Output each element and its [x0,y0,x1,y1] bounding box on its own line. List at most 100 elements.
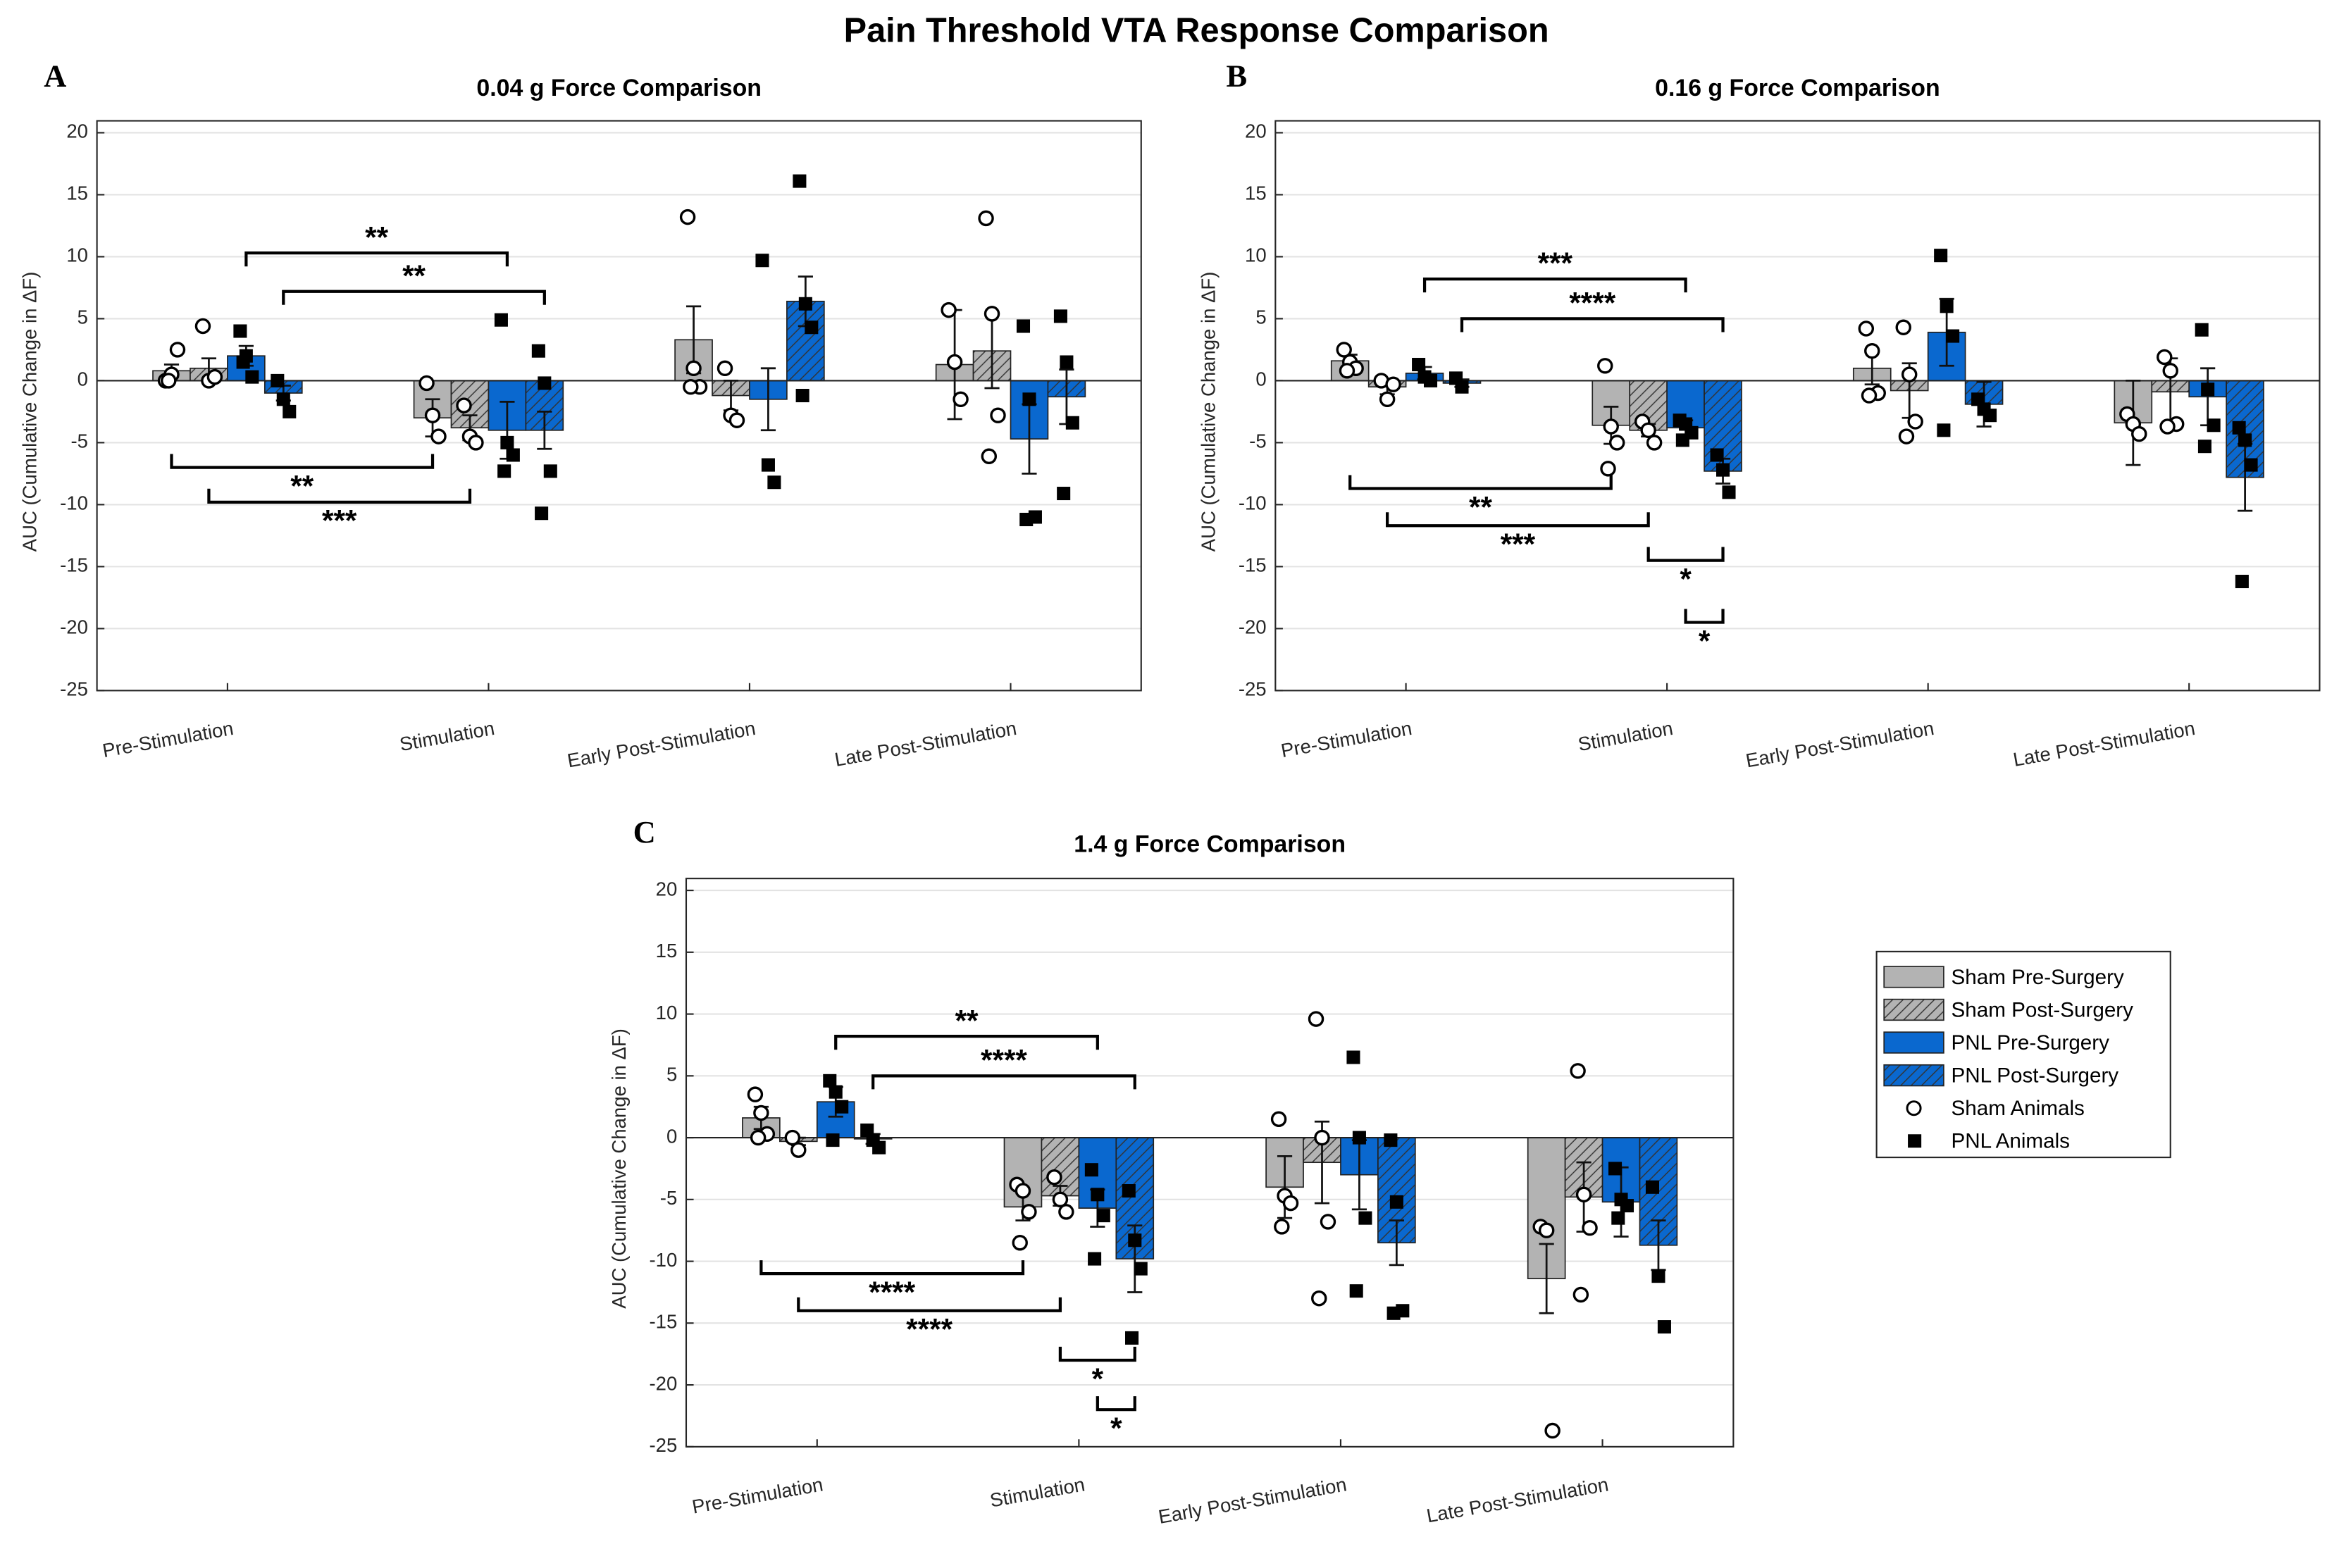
pnl-point [1346,1050,1360,1064]
pnl-point [2238,433,2252,447]
sham-point [1861,387,1878,404]
significance-label: ** [365,220,388,254]
pnl-point [2197,440,2211,454]
significance-bracket [170,454,435,469]
pnl-point [767,475,781,490]
sham-point [1336,342,1352,358]
y-tick-label: -10 [1239,492,1267,514]
pnl-point [245,370,259,384]
pnl-point [1096,1209,1110,1223]
y-tick-label: -10 [649,1249,677,1271]
sham-point [753,1105,769,1121]
pnl-point [1019,512,1034,527]
sham-point [1021,1204,1037,1220]
y-tick-label: 15 [1245,182,1267,204]
pnl-point [795,388,809,403]
significance-bracket [1646,547,1725,562]
y-tick-label: -5 [1249,430,1266,452]
pnl-point [1389,1195,1403,1209]
pnl-point [1057,487,1071,501]
pnl-point [1983,409,1997,423]
sham-point [1015,1183,1031,1199]
sham-point [1385,376,1401,392]
pnl-point [236,355,250,369]
sham-point [1274,1219,1290,1235]
y-tick-label: -5 [70,430,87,452]
pnl-point [1934,249,1948,263]
pnl-point [1358,1211,1372,1225]
significance-bracket [282,290,546,305]
significance-label: * [1110,1412,1122,1445]
pnl-point [1088,1252,1102,1266]
sham-point [1379,391,1396,408]
sham-point [784,1129,801,1146]
pnl-point [1608,1162,1623,1176]
significance-label: **** [981,1043,1027,1076]
panel-title: 0.04 g Force Comparison [476,75,762,101]
pnl-point [1710,448,1724,462]
sham-point [747,1086,764,1102]
pnl-point [805,321,819,335]
significance-bracket [1460,317,1725,332]
legend-label: PNL Pre-Surgery [1951,1031,2109,1054]
pnl-point [823,1074,837,1088]
significance-bracket [834,1035,1099,1050]
pnl-point [1620,1199,1634,1213]
significance-bracket [244,251,509,267]
pnl-point [1084,1163,1098,1177]
sham-point [194,318,211,335]
pnl-point [494,313,508,327]
y-tick-label: 0 [1255,368,1266,390]
significance-bracket [1386,512,1650,528]
y-axis-label: AUC (Cumulative Change in ΔF) [1197,272,1219,552]
y-tick-label: -15 [1239,554,1267,576]
legend-swatch [1883,1064,1944,1087]
panel-title: 1.4 g Force Comparison [1074,831,1346,858]
error-bar [1389,1219,1404,1267]
error-bar [537,411,552,450]
pnl-point [1645,1180,1660,1194]
sham-point [1901,366,1918,382]
sham-point [1575,1186,1592,1203]
sham-point [1895,319,1911,335]
pnl-point [793,174,807,188]
pnl-point [826,1133,840,1147]
sham-point [946,354,963,371]
pnl-point [276,392,290,406]
pnl-point [1016,319,1031,333]
pnl-point [1651,1269,1665,1283]
legend-label: Sham Animals [1951,1097,2084,1120]
panel-letter: C [633,814,656,850]
y-tick-label: -15 [60,554,88,576]
significance-bracket [1096,1396,1136,1412]
y-tick-label: 20 [66,120,88,142]
sham-point [1608,435,1625,451]
pnl-point [233,324,247,338]
sham-point [1308,1011,1324,1027]
pnl-point [535,506,549,521]
pnl-point [761,458,775,472]
pnl-point [1022,392,1036,406]
significance-label: **** [1569,287,1615,320]
significance-bracket [1348,475,1613,490]
significance-label: *** [1538,247,1573,280]
panel-letter: A [44,58,66,93]
pnl-point [2232,421,2246,435]
y-tick-label: -25 [60,678,88,700]
plot-frame [1274,120,2321,692]
legend-label: Sham Post-Surgery [1951,998,2133,1021]
legend-swatch [1883,998,1944,1021]
significance-bracket [1684,609,1725,624]
pnl-point [2207,418,2221,433]
sham-point [1320,1214,1336,1230]
sham-point [1314,1129,1330,1146]
sham-point [1012,1235,1028,1251]
significance-bracket [1422,277,1687,293]
pnl-point [755,254,769,268]
pnl-point [1384,1133,1398,1147]
pnl-point [283,404,297,418]
significance-label: ** [1469,490,1492,523]
sham-point [456,397,472,413]
legend-marker [1906,1100,1922,1116]
sham-point [2159,418,2176,435]
